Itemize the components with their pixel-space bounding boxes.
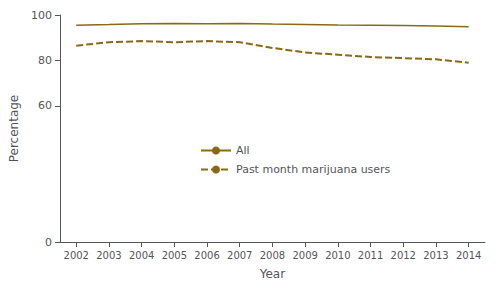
svg-text:2004: 2004	[129, 250, 154, 261]
svg-text:2003: 2003	[96, 250, 121, 261]
svg-text:2013: 2013	[423, 250, 448, 261]
svg-text:Year: Year	[259, 267, 285, 281]
svg-text:2010: 2010	[325, 250, 350, 261]
svg-text:All: All	[236, 144, 250, 157]
svg-text:80: 80	[38, 54, 52, 67]
svg-text:100: 100	[31, 9, 52, 22]
svg-text:Percentage: Percentage	[7, 95, 21, 163]
svg-text:2008: 2008	[260, 250, 285, 261]
svg-text:2011: 2011	[358, 250, 383, 261]
svg-text:2006: 2006	[194, 250, 219, 261]
svg-text:Past month marijuana users: Past month marijuana users	[236, 163, 391, 176]
svg-text:2007: 2007	[227, 250, 252, 261]
svg-text:2002: 2002	[64, 250, 89, 261]
svg-text:2014: 2014	[456, 250, 481, 261]
svg-text:2012: 2012	[391, 250, 416, 261]
svg-text:0: 0	[45, 236, 52, 249]
svg-text:2009: 2009	[292, 250, 317, 261]
svg-text:60: 60	[38, 99, 52, 112]
svg-text:2005: 2005	[162, 250, 187, 261]
